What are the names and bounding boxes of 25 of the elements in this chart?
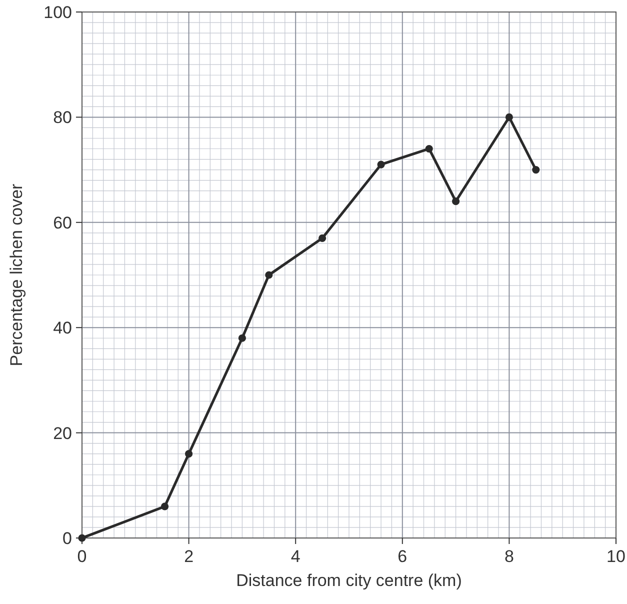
x-tick-label: 8 <box>504 547 514 566</box>
point <box>505 113 513 121</box>
x-tick-label: 6 <box>398 547 408 566</box>
x-tick-label: 2 <box>184 547 194 566</box>
point <box>185 450 193 458</box>
y-tick-label: 0 <box>62 528 72 548</box>
point <box>532 166 540 174</box>
y-tick-label: 60 <box>53 213 72 232</box>
point <box>377 160 385 168</box>
y-tick-label: 40 <box>53 318 72 338</box>
point <box>265 271 273 279</box>
x-tick-label: 4 <box>290 547 300 566</box>
point <box>318 234 326 242</box>
point <box>452 198 460 206</box>
y-tick-label: 20 <box>53 424 72 443</box>
x-axis-title: Distance from city centre (km) <box>236 571 462 590</box>
point <box>425 144 433 153</box>
point <box>160 502 169 510</box>
x-tick-label: 0 <box>77 547 87 566</box>
point <box>238 334 246 342</box>
y-axis-title: Percentage lichen cover <box>7 183 26 366</box>
x-tick-label: 10 <box>606 547 626 566</box>
y-tick-label: 80 <box>53 108 72 128</box>
point <box>78 534 86 542</box>
y-tick-label: 100 <box>44 2 72 22</box>
